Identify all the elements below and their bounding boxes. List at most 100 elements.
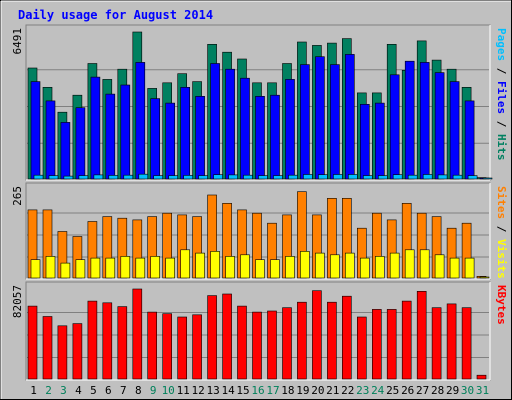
day-label: 23 xyxy=(356,384,369,397)
bar-kbytes-day-6 xyxy=(102,302,113,380)
bar-kbytes-day-7 xyxy=(117,306,128,380)
bar-files-day-2 xyxy=(45,100,56,180)
ymax-label: 82057 xyxy=(11,285,24,318)
bar-kbytes-day-9 xyxy=(147,311,157,380)
bar-kbytes-day-11 xyxy=(177,316,187,380)
day-label: 29 xyxy=(446,384,459,397)
bar-sites-day-5 xyxy=(90,257,101,279)
kbytes-panel: 82057 KBytes xyxy=(11,281,508,381)
day-label: 4 xyxy=(75,384,82,397)
bar-pages-day-20 xyxy=(318,174,328,180)
bar-kbytes-day-22 xyxy=(341,295,352,380)
bar-pages-day-11 xyxy=(183,175,193,180)
bar-pages-day-22 xyxy=(347,174,358,180)
side-legend-part: Pages xyxy=(495,28,508,61)
bar-sites-day-2 xyxy=(45,256,56,279)
bar-sites-day-3 xyxy=(60,262,71,279)
bar-files-day-25 xyxy=(389,74,400,180)
bar-files-day-26 xyxy=(404,60,415,180)
bar-pages-day-5 xyxy=(93,174,104,180)
bar-sites-day-12 xyxy=(195,252,205,279)
bar-kbytes-day-24 xyxy=(371,309,382,380)
bar-sites-day-1 xyxy=(30,259,41,279)
bar-pages-day-9 xyxy=(153,175,163,180)
bar-kbytes-day-28 xyxy=(431,307,442,380)
day-label: 10 xyxy=(162,384,175,397)
bar-kbytes-day-20 xyxy=(312,290,322,380)
day-label: 24 xyxy=(371,384,385,397)
bar-pages-day-2 xyxy=(48,175,59,180)
bar-pages-day-29 xyxy=(452,174,463,180)
bar-files-day-11 xyxy=(180,87,190,180)
bar-files-day-12 xyxy=(195,96,205,180)
day-label: 30 xyxy=(461,384,474,397)
bar-pages-day-25 xyxy=(392,174,403,180)
bar-sites-day-31 xyxy=(479,276,490,279)
day-label: 13 xyxy=(206,384,219,397)
bar-pages-day-21 xyxy=(333,174,343,180)
bar-sites-day-11 xyxy=(180,249,190,279)
bar-sites-day-27 xyxy=(419,249,430,279)
bar-files-day-8 xyxy=(135,62,146,180)
bar-pages-day-27 xyxy=(422,174,433,180)
bar-sites-day-24 xyxy=(374,256,385,279)
day-label: 28 xyxy=(431,384,444,397)
bar-sites-day-28 xyxy=(434,254,445,279)
side-legend-part: Hits xyxy=(495,134,508,161)
bar-sites-day-30 xyxy=(464,257,475,279)
day-label: 19 xyxy=(296,384,309,397)
day-label: 7 xyxy=(120,384,127,397)
bar-sites-day-15 xyxy=(240,254,250,279)
side-legend: Sites / Visits xyxy=(495,186,508,279)
bar-kbytes-day-2 xyxy=(42,316,53,380)
bar-pages-day-24 xyxy=(377,175,388,180)
bar-files-day-21 xyxy=(330,64,340,180)
x-axis-labels: 1 2 3 4 5 6 7 8 9 10 11 12 13 14 15 16 17 18 19 20 21 22 23 24 2… xyxy=(30,384,489,397)
bar-sites-day-14 xyxy=(225,256,235,279)
bar-kbytes-day-12 xyxy=(192,314,202,380)
bar-files-day-14 xyxy=(225,68,235,180)
bar-sites-day-4 xyxy=(75,259,86,279)
day-label: 26 xyxy=(401,384,414,397)
bar-kbytes-day-4 xyxy=(72,323,83,380)
side-legend: Pages / Files / Hits xyxy=(495,28,508,161)
bar-sites-day-23 xyxy=(359,257,370,279)
bar-files-day-27 xyxy=(419,62,430,180)
day-label: 21 xyxy=(326,384,339,397)
bar-kbytes-day-27 xyxy=(416,290,427,380)
bar-files-day-28 xyxy=(434,72,445,180)
day-label: 6 xyxy=(105,384,112,397)
bar-kbytes-day-3 xyxy=(57,325,68,380)
hits-panel: 6491 Pages / Files / Hits xyxy=(11,24,508,181)
bar-kbytes-day-21 xyxy=(327,301,337,380)
day-label: 22 xyxy=(341,384,354,397)
bar-kbytes-day-8 xyxy=(132,288,143,380)
bar-kbytes-day-16 xyxy=(252,311,262,380)
bar-files-day-19 xyxy=(300,64,310,180)
bar-pages-day-3 xyxy=(63,175,74,180)
bar-kbytes-day-19 xyxy=(297,301,307,380)
bar-files-day-15 xyxy=(240,77,250,180)
bar-sites-day-22 xyxy=(344,252,355,279)
bar-sites-day-13 xyxy=(210,251,220,279)
bar-sites-day-20 xyxy=(315,252,325,279)
day-label: 3 xyxy=(60,384,67,397)
day-label: 15 xyxy=(236,384,249,397)
bar-sites-day-17 xyxy=(270,259,280,279)
bar-files-day-5 xyxy=(90,76,101,180)
day-label: 8 xyxy=(135,384,142,397)
bar-pages-day-30 xyxy=(467,175,478,180)
bar-sites-day-6 xyxy=(105,257,116,279)
bar-files-day-3 xyxy=(60,122,71,180)
bar-kbytes-day-30 xyxy=(461,307,472,380)
ymax-label: 265 xyxy=(11,186,24,206)
bar-pages-day-14 xyxy=(228,174,238,180)
bar-files-day-29 xyxy=(449,81,460,180)
bar-pages-day-17 xyxy=(273,175,283,180)
bar-pages-day-13 xyxy=(213,174,223,180)
bar-sites-day-7 xyxy=(120,256,131,279)
bar-pages-day-10 xyxy=(168,175,178,180)
side-legend: KBytes xyxy=(495,285,508,325)
day-label: 20 xyxy=(311,384,324,397)
bar-sites-day-19 xyxy=(300,251,310,279)
